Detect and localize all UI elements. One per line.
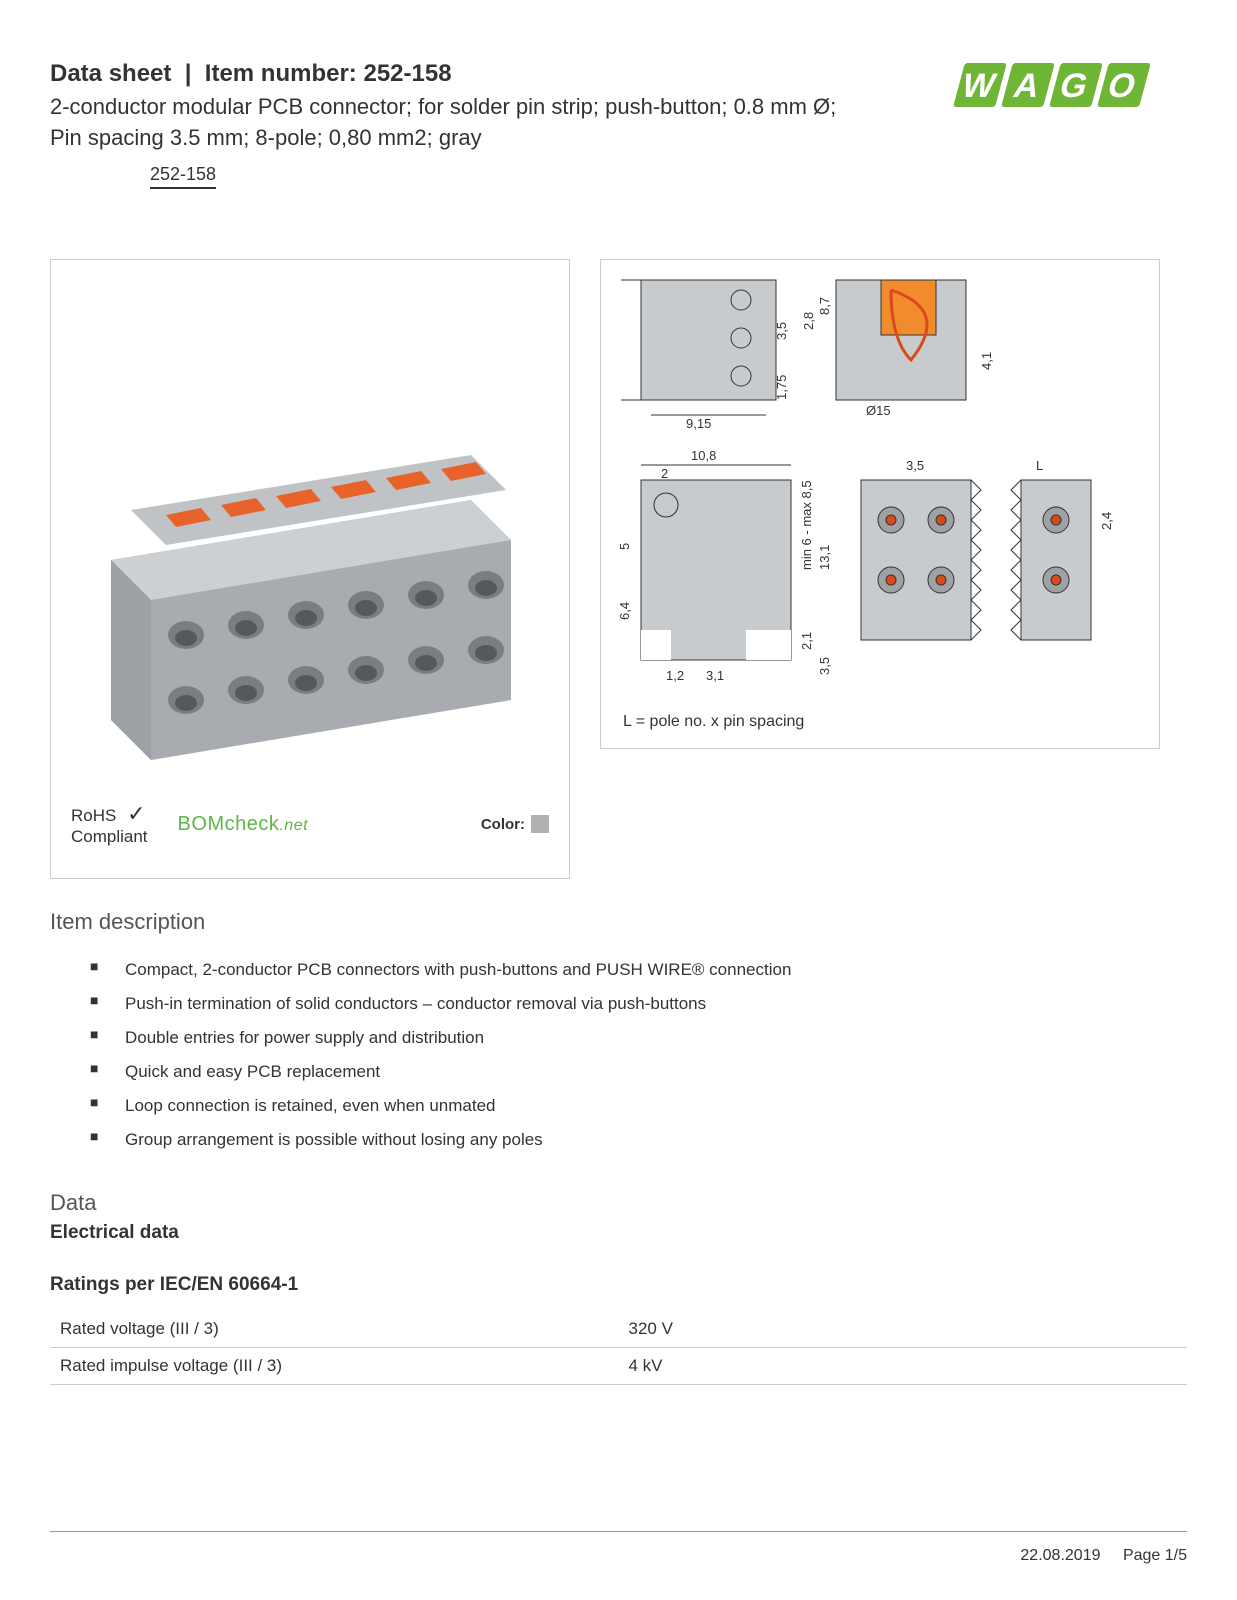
check-icon: ✓	[127, 801, 145, 826]
list-item: Quick and easy PCB replacement	[90, 1062, 1187, 1082]
list-item: Double entries for power supply and dist…	[90, 1028, 1187, 1048]
bullet-text: Loop connection is retained, even when u…	[125, 1096, 495, 1115]
dim-min6max85: min 6 - max 8,5	[799, 480, 814, 570]
bullet-text: Double entries for power supply and dist…	[125, 1028, 484, 1047]
ratings-heading: Ratings per IEC/EN 60664-1	[50, 1274, 1187, 1296]
dim-3-1: 3,1	[706, 668, 724, 683]
dim-phi15: Ø15	[866, 403, 891, 418]
bullet-text: Compact, 2-conductor PCB connectors with…	[125, 960, 791, 979]
bullet-text: Push-in termination of solid conductors …	[125, 994, 706, 1013]
bomcheck-logo: BOMcheck.net	[178, 813, 309, 836]
data-heading: Data	[50, 1190, 1187, 1216]
description-list: Compact, 2-conductor PCB connectors with…	[90, 960, 1187, 1150]
color-swatch	[531, 815, 549, 833]
dim-2: 2	[661, 466, 668, 481]
product-render	[71, 280, 551, 780]
table-row: Rated impulse voltage (III / 3) 4 kV	[50, 1347, 1187, 1384]
dim-4-1: 4,1	[979, 352, 994, 370]
title-prefix: Data sheet	[50, 60, 171, 87]
subtitle: 2-conductor modular PCB connector; for s…	[50, 92, 850, 154]
dim-2-4: 2,4	[1099, 512, 1114, 530]
title-label: Item number:	[205, 60, 357, 87]
dim-3-5c: 3,5	[906, 458, 924, 473]
table-row: Rated voltage (III / 3) 320 V	[50, 1311, 1187, 1348]
list-item: Compact, 2-conductor PCB connectors with…	[90, 960, 1187, 980]
footer-date: 22.08.2019	[1020, 1547, 1100, 1564]
item-description-heading: Item description	[50, 909, 1187, 935]
rohs-text: RoHS	[71, 806, 116, 825]
footer-page: Page 1/5	[1123, 1547, 1187, 1564]
dim-1-75: 1,75	[774, 374, 789, 399]
electrical-data-heading: Electrical data	[50, 1222, 1187, 1244]
dim-1-2: 1,2	[666, 668, 684, 683]
dim-9-15: 9,15	[686, 416, 711, 431]
spec-key: Rated impulse voltage (III / 3)	[50, 1347, 619, 1384]
dim-3-5a: 3,5	[774, 322, 789, 340]
rohs-badge: RoHS ✓ Compliant	[71, 801, 148, 848]
wago-logo: W A G O	[947, 55, 1187, 120]
list-item: Push-in termination of solid conductors …	[90, 994, 1187, 1014]
title-item-number: 252-158	[363, 60, 451, 87]
bomcheck-text: BOMcheck	[178, 813, 280, 835]
dimension-diagram-panel: 9,15 3,5 1,75 2,8 8,7 Ø15 4,1	[600, 259, 1160, 749]
page-footer: 22.08.2019 Page 1/5	[50, 1531, 1187, 1565]
dim-10-8: 10,8	[691, 448, 716, 463]
dim-L: L	[1036, 458, 1043, 473]
list-item: Loop connection is retained, even when u…	[90, 1096, 1187, 1116]
page-title: Data sheet | Item number: 252-158	[50, 60, 850, 88]
dim-2-1: 2,1	[799, 632, 814, 650]
color-label-text: Color:	[481, 816, 525, 833]
bullet-text: Quick and easy PCB replacement	[125, 1062, 380, 1081]
spec-key: Rated voltage (III / 3)	[50, 1311, 619, 1348]
dim-8-7: 8,7	[817, 297, 832, 315]
ratings-table: Rated voltage (III / 3) 320 V Rated impu…	[50, 1311, 1187, 1385]
list-item: Group arrangement is possible without lo…	[90, 1130, 1187, 1150]
diagram-caption: L = pole no. x pin spacing	[611, 705, 1149, 739]
dim-5: 5	[617, 542, 632, 549]
rohs-compliant: Compliant	[71, 827, 148, 846]
product-image-panel: RoHS ✓ Compliant BOMcheck.net Color:	[50, 259, 570, 879]
dimension-diagram: 9,15 3,5 1,75 2,8 8,7 Ø15 4,1	[611, 270, 1151, 700]
dim-13-1: 13,1	[817, 544, 832, 569]
dim-2-8: 2,8	[801, 312, 816, 330]
color-indicator: Color:	[481, 815, 549, 833]
spec-value: 4 kV	[619, 1347, 1188, 1384]
bullet-text: Group arrangement is possible without lo…	[125, 1130, 543, 1149]
spec-value: 320 V	[619, 1311, 1188, 1348]
bomcheck-suffix: .net	[279, 817, 308, 834]
dim-6-4: 6,4	[617, 602, 632, 620]
dim-3-5b: 3,5	[817, 657, 832, 675]
item-number-link[interactable]: 252-158	[150, 164, 216, 189]
